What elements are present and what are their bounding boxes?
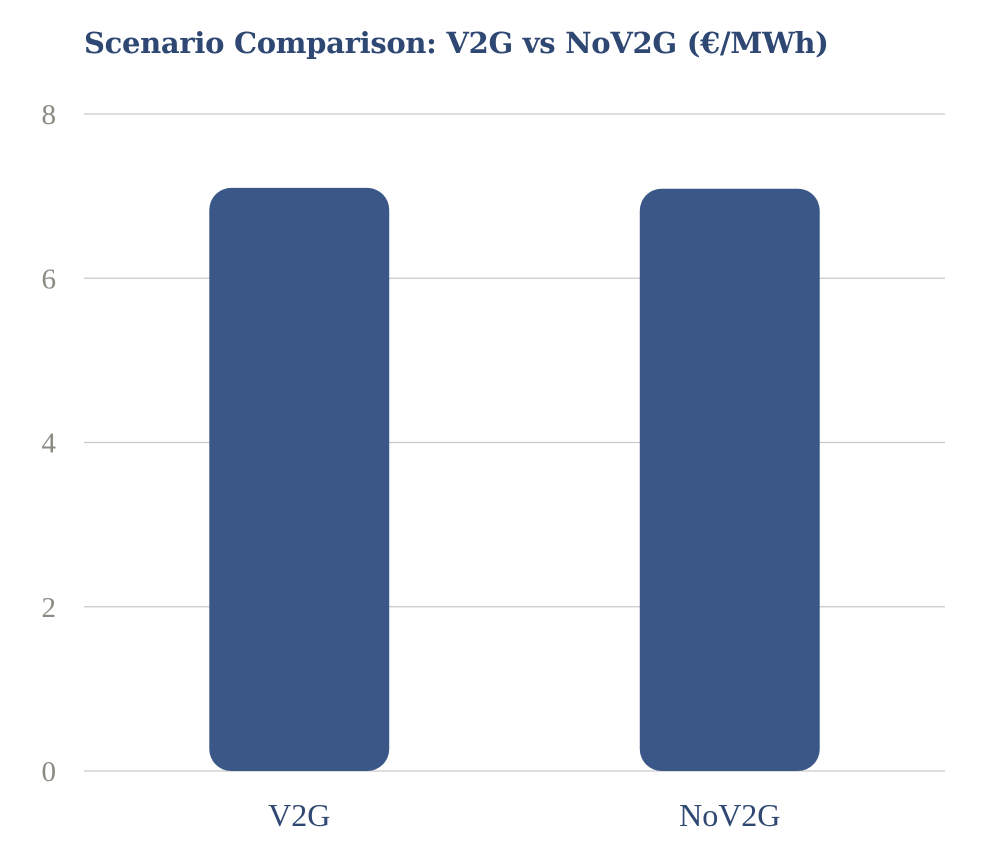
bar-nov2g	[639, 188, 820, 771]
y-axis-ticks: 0 2 4 6 8	[42, 99, 57, 788]
y-tick-label: 0	[42, 756, 57, 788]
x-axis-labels: V2G NoV2G	[268, 797, 780, 833]
bars	[209, 187, 820, 772]
y-tick-label: 8	[42, 99, 57, 131]
y-tick-label: 4	[42, 428, 57, 460]
y-tick-label: 6	[42, 263, 57, 295]
y-tick-label: 2	[42, 592, 57, 624]
chart-title: Scenario Comparison: V2G vs NoV2G (€/MWh…	[84, 26, 829, 60]
bar-v2g	[209, 187, 390, 772]
x-tick-label: V2G	[268, 797, 330, 833]
x-tick-label: NoV2G	[679, 797, 780, 833]
